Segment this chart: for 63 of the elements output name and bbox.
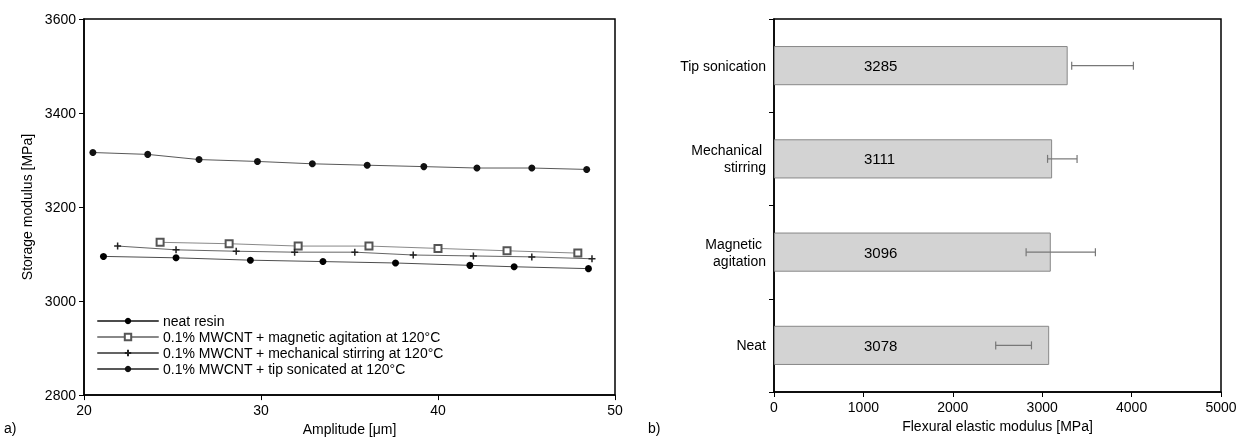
x-tick-label: 5000 xyxy=(1205,399,1237,415)
y-tick-label: 3600 xyxy=(44,11,77,27)
legend-label: 0.1% MWCNT + tip sonicated at 120°C xyxy=(163,361,406,377)
point xyxy=(231,246,241,256)
y-tick-label: Tip sonication xyxy=(680,57,766,74)
y-tick-label: 3000 xyxy=(44,293,77,310)
y-tick-label: 3200 xyxy=(44,199,77,216)
x-tick-label: 30 xyxy=(253,402,269,419)
point xyxy=(510,263,518,271)
x-tick-label: 2000 xyxy=(937,399,969,415)
text: b) xyxy=(648,420,661,436)
data-label: 3285 xyxy=(864,57,898,75)
point xyxy=(469,251,478,261)
point xyxy=(408,250,418,260)
legend-label: 0.1% MWCNT + magnetic agitation at 120°C xyxy=(163,329,441,345)
point xyxy=(528,164,536,172)
y-tick-label: 2800 xyxy=(44,387,77,404)
point xyxy=(363,161,371,169)
point xyxy=(420,163,428,171)
point xyxy=(433,243,443,253)
x-axis-title: Amplitude [μm] xyxy=(302,421,397,437)
legend-label: neat resin xyxy=(163,313,225,329)
point xyxy=(290,247,299,257)
point xyxy=(308,160,316,168)
point xyxy=(364,241,374,251)
point xyxy=(584,265,592,273)
point xyxy=(171,245,181,255)
point xyxy=(224,239,234,249)
point xyxy=(502,246,512,256)
y-axis-title: Storage modulus [MPa] xyxy=(18,133,35,281)
point xyxy=(246,256,254,264)
point xyxy=(527,252,537,262)
x-tick-label: 50 xyxy=(607,402,623,419)
point xyxy=(172,254,180,262)
point xyxy=(253,157,261,165)
point xyxy=(573,248,583,258)
y-tick-label: Magnetic agitation xyxy=(705,235,766,269)
point xyxy=(195,156,203,164)
point xyxy=(319,258,327,266)
x-tick-label: 3000 xyxy=(1026,399,1058,415)
text: a) xyxy=(4,420,17,436)
point xyxy=(99,252,107,260)
point xyxy=(144,150,152,158)
x-tick-label: 20 xyxy=(76,402,92,419)
data-label: 3078 xyxy=(864,336,898,354)
data-label: 3111 xyxy=(864,150,896,168)
point xyxy=(293,241,303,251)
y-tick-label: 3400 xyxy=(44,105,77,122)
x-axis-title: Flexural elastic modulus [MPa] xyxy=(902,417,1093,434)
y-tick-label: Mechanical stirring xyxy=(691,142,766,176)
point xyxy=(89,149,97,157)
x-tick-label: 4000 xyxy=(1116,399,1148,415)
point xyxy=(466,261,474,269)
x-tick-label: 40 xyxy=(430,402,446,419)
point xyxy=(583,165,591,173)
y-tick-label: Neat xyxy=(736,337,767,354)
data-label: 3096 xyxy=(864,243,898,261)
point xyxy=(350,247,360,257)
x-tick-label: 1000 xyxy=(847,399,880,415)
point xyxy=(392,259,400,267)
x-tick-label: 0 xyxy=(770,399,779,415)
legend-label: 0.1% MWCNT + mechanical stirring at 120°C xyxy=(163,345,444,361)
point xyxy=(155,237,165,247)
